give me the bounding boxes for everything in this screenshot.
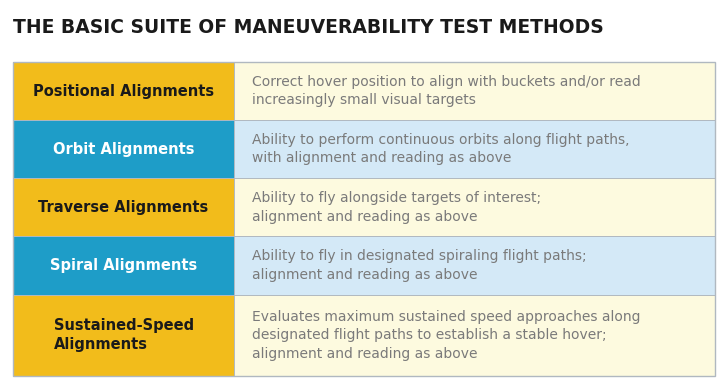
Text: Sustained-Speed
Alignments: Sustained-Speed Alignments [53, 318, 194, 352]
Text: Spiral Alignments: Spiral Alignments [50, 258, 197, 273]
Text: Orbit Alignments: Orbit Alignments [53, 142, 194, 157]
Text: Positional Alignments: Positional Alignments [33, 84, 214, 98]
Bar [13, 295, 234, 376]
Text: Evaluates maximum sustained speed approaches along
designated flight paths to es: Evaluates maximum sustained speed approa… [252, 310, 641, 361]
Bar [234, 295, 715, 376]
Text: Ability to perform continuous orbits along flight paths,
with alignment and read: Ability to perform continuous orbits alo… [252, 133, 630, 166]
Text: Correct hover position to align with buckets and/or read
increasingly small visu: Correct hover position to align with buc… [252, 75, 641, 107]
Bar [234, 62, 715, 120]
Text: Ability to fly in designated spiraling flight paths;
alignment and reading as ab: Ability to fly in designated spiraling f… [252, 249, 587, 282]
Bar [13, 120, 234, 178]
Bar [13, 62, 234, 120]
Bar [234, 120, 715, 178]
Bar [13, 178, 234, 237]
Text: Traverse Alignments: Traverse Alignments [39, 200, 209, 215]
Text: Ability to fly alongside targets of interest;
alignment and reading as above: Ability to fly alongside targets of inte… [252, 191, 541, 223]
Bar [234, 237, 715, 295]
Bar [234, 178, 715, 237]
Bar [13, 62, 715, 376]
Text: THE BASIC SUITE OF MANEUVERABILITY TEST METHODS: THE BASIC SUITE OF MANEUVERABILITY TEST … [13, 18, 604, 37]
Bar [13, 237, 234, 295]
